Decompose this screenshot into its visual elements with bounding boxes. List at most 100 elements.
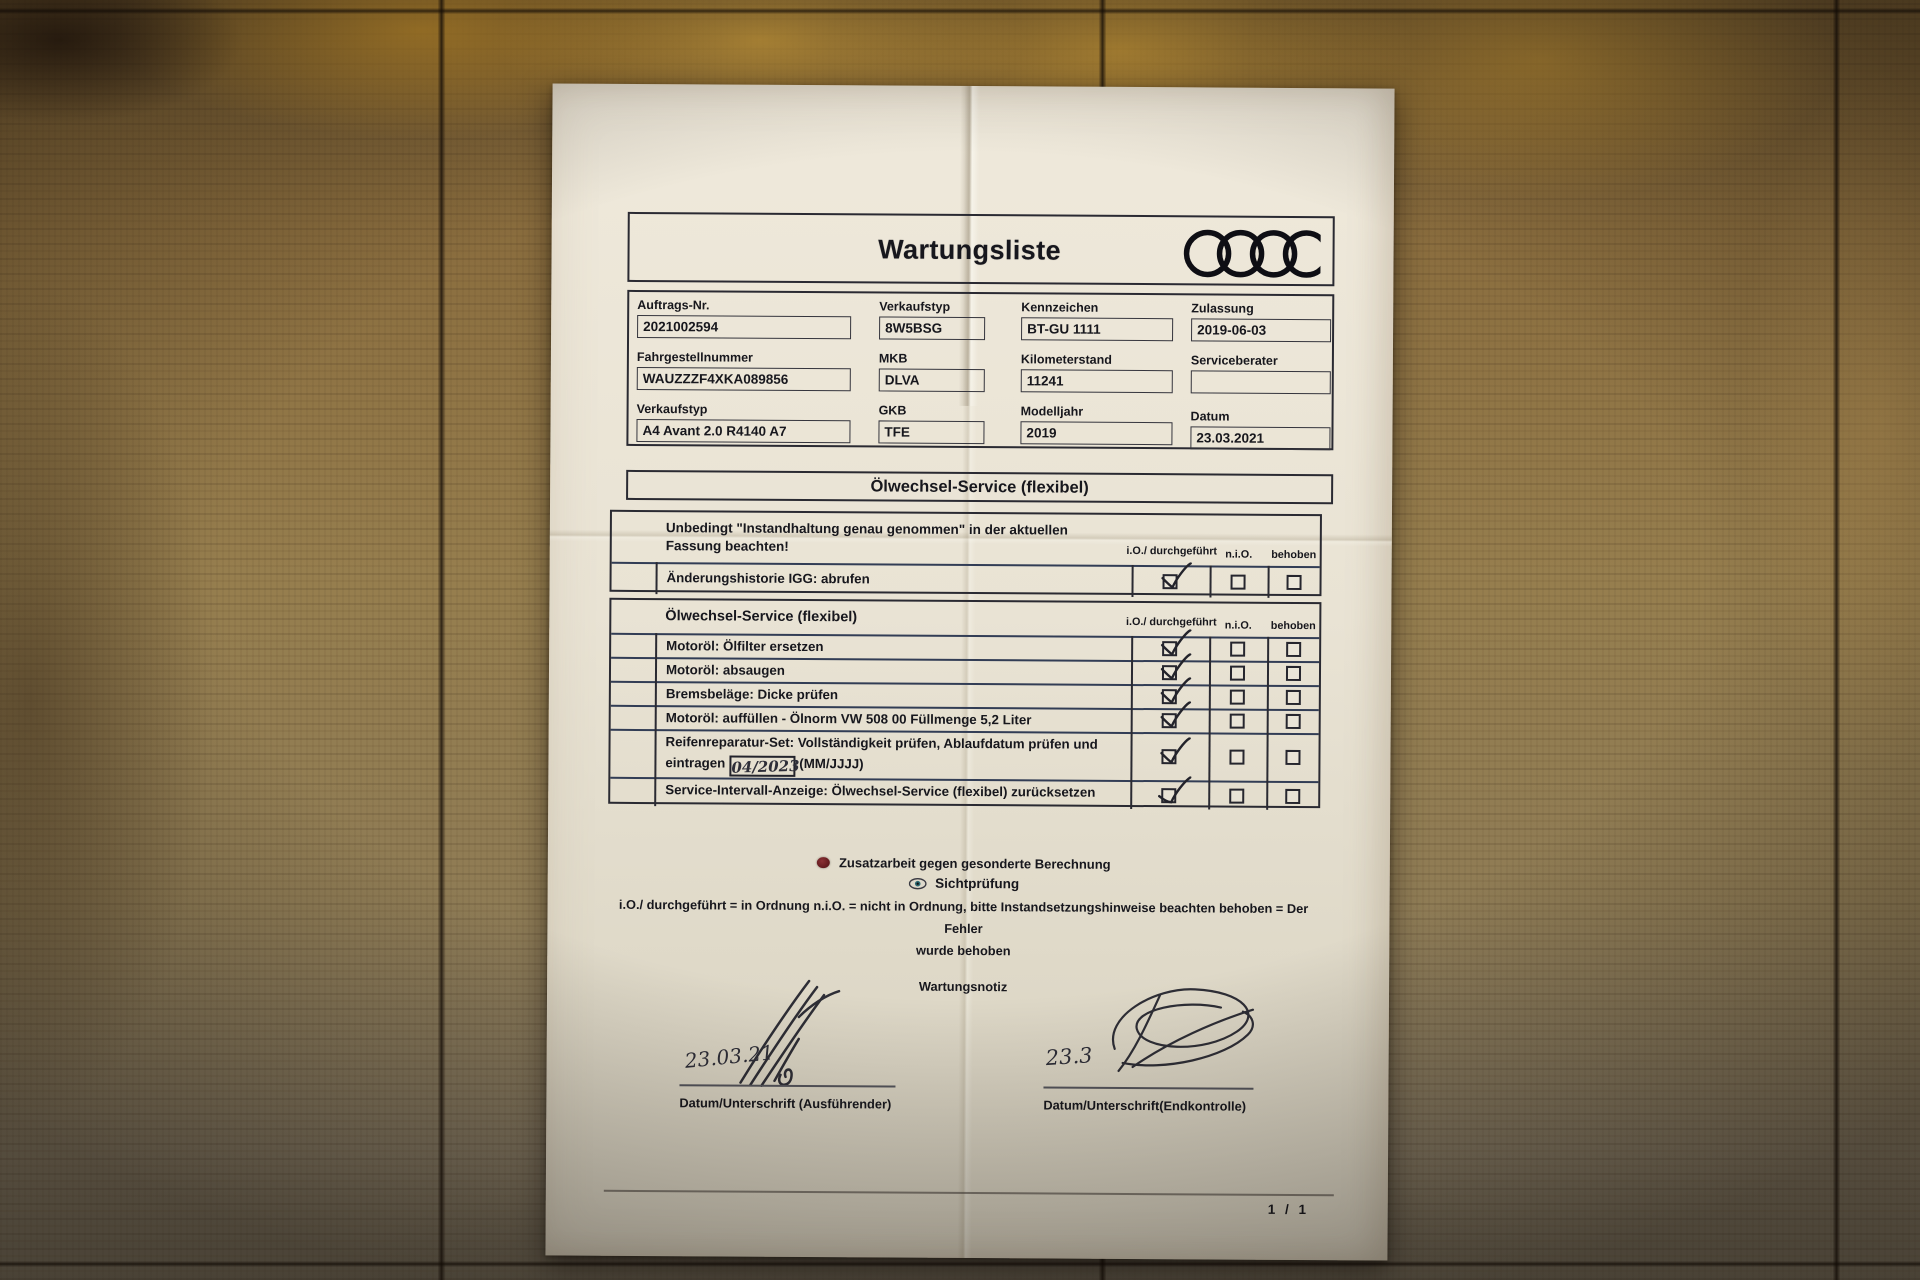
task-label: Motoröl: absaugen [665,662,785,678]
field-label: Modelljahr [1020,404,1084,419]
document-title: Wartungsliste [878,234,1062,266]
handwritten-expiry: 04/2023 [731,756,800,777]
plank-seam [1833,0,1840,1280]
table-line [1267,565,1270,598]
checkbox [1286,641,1302,658]
task-label: Motoröl: Ölfilter ersetzen [666,638,824,655]
table-line [1209,565,1212,598]
checkbox-io-checked [1158,776,1192,804]
checkbox-io-checked [1160,629,1192,657]
checkbox-io-checked [1160,653,1192,681]
field-value: WAUZZZF4XKA089856 [636,366,851,392]
checkbox-behoben [1285,788,1301,805]
field-value: 23.03.2021 [1190,426,1331,451]
checkbox [1229,713,1245,729]
column-header-behoben: behoben [1270,619,1316,633]
checkbox-nio [1229,713,1245,729]
legend-extra-work: Zusatzarbeit gegen gesonderte Berechnung [608,854,1320,873]
signature-label-right: Datum/Unterschrift(Endkontrolle) [1043,1097,1247,1114]
checkbox [1285,689,1301,706]
checkbox-behoben [1286,641,1302,658]
legend-text: Zusatzarbeit gegen gesonderte Berechnung [838,855,1111,872]
field-value: DLVA [878,368,985,393]
field-label: Serviceberater [1190,353,1278,368]
signature-scribble-left [739,979,841,1087]
service-banner: Ölwechsel-Service (flexibel) [626,469,1334,505]
signature-scribble-right [1111,988,1255,1073]
table-line [1266,636,1270,810]
checkmark-icon [1160,653,1192,680]
checkbox [1285,788,1301,805]
checkbox [1230,574,1246,590]
legend-visual-check: Sichtprüfung [608,874,1320,893]
field-value: 11241 [1020,369,1173,394]
audi-rings-logo [1183,229,1321,278]
checkbox-behoben [1286,574,1302,591]
checkbox-nio [1229,689,1245,705]
field-label: Auftrags-Nr. [637,297,710,313]
section-title: Unbedingt "Instandhaltung genau genommen… [665,520,1068,554]
checkmark-icon [1161,562,1192,589]
signature-line [1043,1086,1254,1090]
section-igg: Unbedingt "Instandhaltung genau genommen… [609,509,1322,598]
eye-icon [908,877,927,889]
checkbox [1229,749,1245,765]
checkmark-icon [1158,776,1192,804]
task-label: Service-Intervall-Anzeige: Ölwechsel-Ser… [665,782,1096,800]
task-label: Änderungshistorie IGG: abrufen [666,570,870,587]
field-label: Kilometerstand [1020,352,1112,367]
checkbox-io-checked [1160,677,1192,705]
handwritten-date-right: 23.3 [1044,1043,1094,1071]
checkbox [1229,788,1245,804]
checkbox [1286,574,1302,591]
checkbox-behoben [1285,713,1301,730]
checkbox-io-checked [1160,737,1191,765]
legend-explanation: i.O./ durchgeführt = in Ordnung n.i.O. =… [618,896,1309,959]
field-label: Verkaufstyp [879,299,951,314]
checkbox [1229,665,1246,681]
checkbox [1285,665,1302,682]
checkbox-behoben [1285,749,1301,766]
field-label: Zulassung [1191,301,1254,316]
field-label: Verkaufstyp [636,401,708,417]
checkbox-nio [1230,641,1246,657]
table-line [655,562,658,595]
checkbox-nio [1229,749,1245,765]
checkmark-icon [1160,629,1192,656]
checkbox-nio [1229,665,1246,681]
header-box: Wartungsliste [627,211,1335,287]
field-value: A4 Avant 2.0 R4140 A7 [636,418,851,444]
plank-seam [438,0,445,1280]
checkbox [1230,641,1246,657]
table-rule [611,561,1320,569]
field-label: Datum [1190,409,1230,424]
section-title: Ölwechsel-Service (flexibel) [665,608,858,626]
field-value: BT-GU 1111 [1021,317,1174,342]
field-value [1190,370,1331,395]
vehicle-data-box: Auftrags-Nr. 2021002594 Verkaufstyp 8W5BSG… [626,289,1335,451]
checkbox-behoben [1285,665,1302,682]
checkbox-io-checked [1160,701,1192,729]
table-line [1208,636,1212,810]
checkbox-nio [1230,574,1246,590]
field-label: Kennzeichen [1021,300,1099,315]
table-line [1131,564,1134,597]
field-value: 8W5BSG [879,316,986,341]
handwritten-date-box: 04/2023 [729,755,800,777]
field-label: GKB [878,403,907,418]
plank-seam [0,1261,1920,1267]
field-value: 2019 [1020,421,1173,446]
checkmark-icon [1160,677,1192,704]
checkmark-icon [1160,701,1192,728]
plank-seam [0,8,1920,14]
red-dot-icon [816,857,831,869]
column-header-nio: n.i.O. [1225,548,1253,561]
field-value: 2019-06-03 [1191,318,1332,343]
maintenance-sheet: Wartungsliste Auftrags-Nr. 2021002594 Ver… [545,83,1395,1261]
checkmark-icon [1160,737,1191,764]
field-label: MKB [878,351,908,366]
legend: Zusatzarbeit gegen gesonderte Berechnung… [607,854,1320,996]
table-line [1130,635,1134,809]
field-label: Fahrgestellnummer [636,349,753,365]
